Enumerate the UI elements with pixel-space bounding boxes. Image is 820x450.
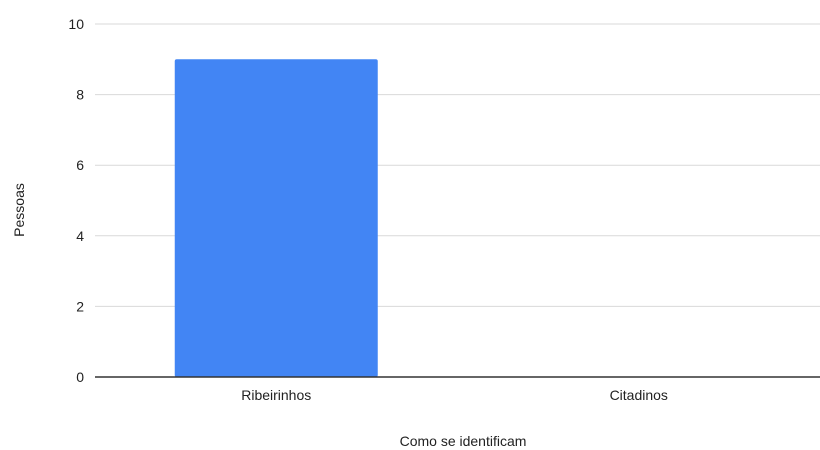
x-tick-label: Citadinos <box>610 387 668 403</box>
x-tick-label: Ribeirinhos <box>241 387 311 403</box>
y-axis-title: Pessoas <box>11 183 27 237</box>
y-tick-label: 2 <box>76 298 84 314</box>
y-tick-label: 6 <box>76 157 84 173</box>
x-axis-title: Como se identificam <box>400 433 527 449</box>
y-tick-label: 10 <box>68 16 84 32</box>
labels: 0 2 4 6 8 10 Ribeirinhos Citadinos <box>68 16 668 403</box>
y-tick-label: 4 <box>76 228 84 244</box>
y-tick-label: 8 <box>76 87 84 103</box>
y-tick-label: 0 <box>76 369 84 385</box>
bar-ribeirinhos <box>174 59 378 378</box>
bars <box>174 59 378 378</box>
